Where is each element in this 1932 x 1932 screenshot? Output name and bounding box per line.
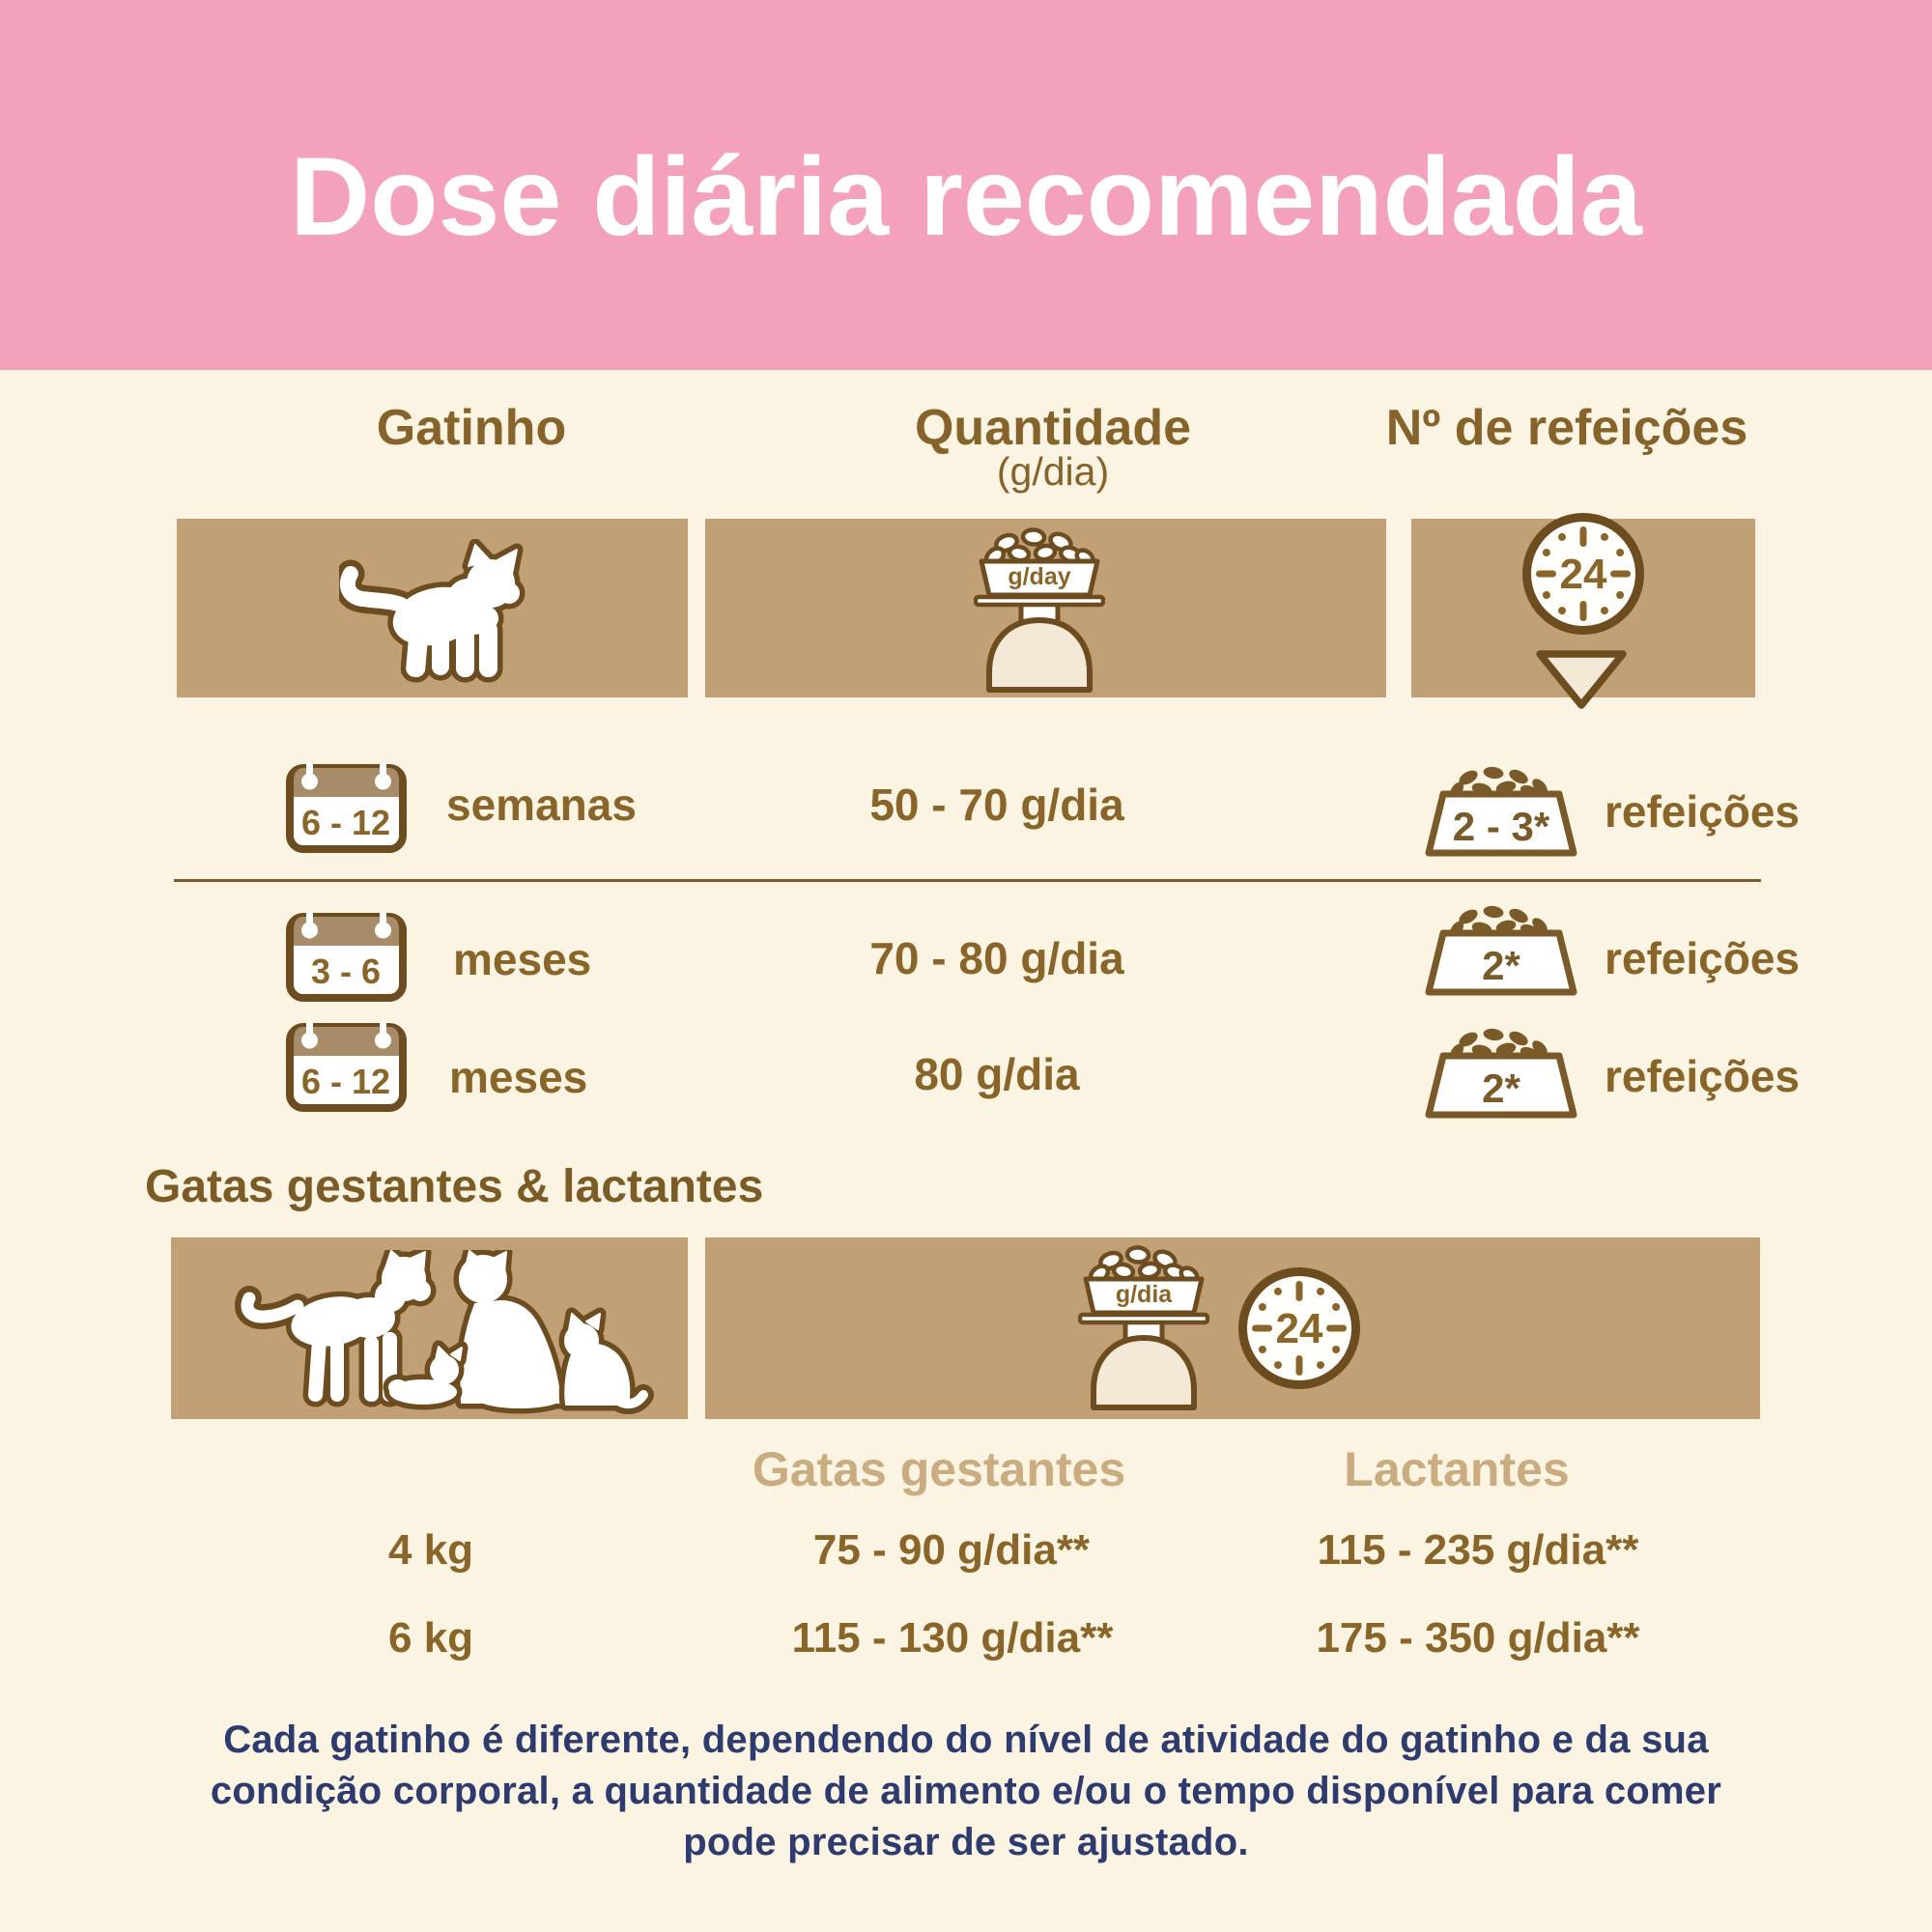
svg-text:3 - 6: 3 - 6 — [311, 952, 381, 991]
svg-text:6 - 12: 6 - 12 — [301, 803, 390, 842]
svg-text:6 - 12: 6 - 12 — [301, 1062, 390, 1101]
svg-text:g/dia: g/dia — [1116, 1281, 1173, 1308]
svg-text:24: 24 — [1560, 551, 1607, 598]
svg-text:g/day: g/day — [1008, 563, 1070, 590]
svg-text:24: 24 — [1276, 1305, 1323, 1352]
svg-text:2*: 2* — [1482, 943, 1520, 988]
svg-text:2 - 3*: 2 - 3* — [1453, 804, 1550, 849]
svg-text:2*: 2* — [1482, 1065, 1520, 1111]
